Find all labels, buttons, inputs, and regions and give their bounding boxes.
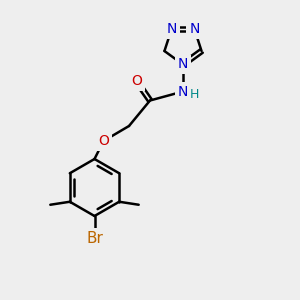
Text: Br: Br xyxy=(86,231,103,246)
Text: O: O xyxy=(98,134,109,148)
Text: H: H xyxy=(190,88,199,101)
Text: N: N xyxy=(178,85,188,98)
Text: N: N xyxy=(167,22,177,36)
Text: O: O xyxy=(131,74,142,88)
Text: N: N xyxy=(189,22,200,36)
Text: N: N xyxy=(178,58,188,71)
